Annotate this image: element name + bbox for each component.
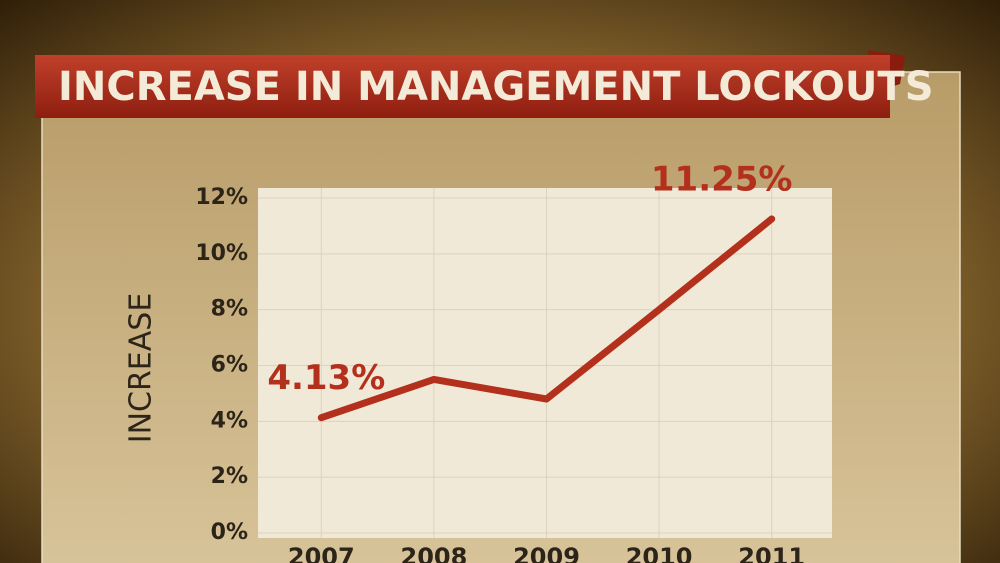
data-label: 4.13%	[267, 358, 385, 398]
x-tick-label: 2009	[513, 543, 580, 563]
data-line	[317, 215, 776, 422]
chart-title: INCREASE IN MANAGEMENT LOCKOUTS	[58, 64, 934, 110]
y-axis-label: INCREASE	[124, 293, 159, 444]
y-tick-label: 8%	[211, 297, 248, 322]
y-tick-label: 12%	[195, 185, 248, 210]
y-tick-label: 0%	[211, 520, 248, 545]
y-tick-label: 2%	[211, 464, 248, 489]
x-tick-label: 2008	[401, 543, 468, 563]
x-tick-label: 2010	[626, 543, 693, 563]
data-label: 11.25%	[651, 159, 793, 199]
y-tick-label: 10%	[195, 241, 248, 266]
title-banner	[35, 55, 890, 118]
x-tick-label: 2011	[738, 543, 805, 563]
x-tick-label: 2007	[288, 543, 355, 563]
y-tick-label: 4%	[211, 408, 248, 433]
y-tick-label: 6%	[211, 353, 248, 378]
